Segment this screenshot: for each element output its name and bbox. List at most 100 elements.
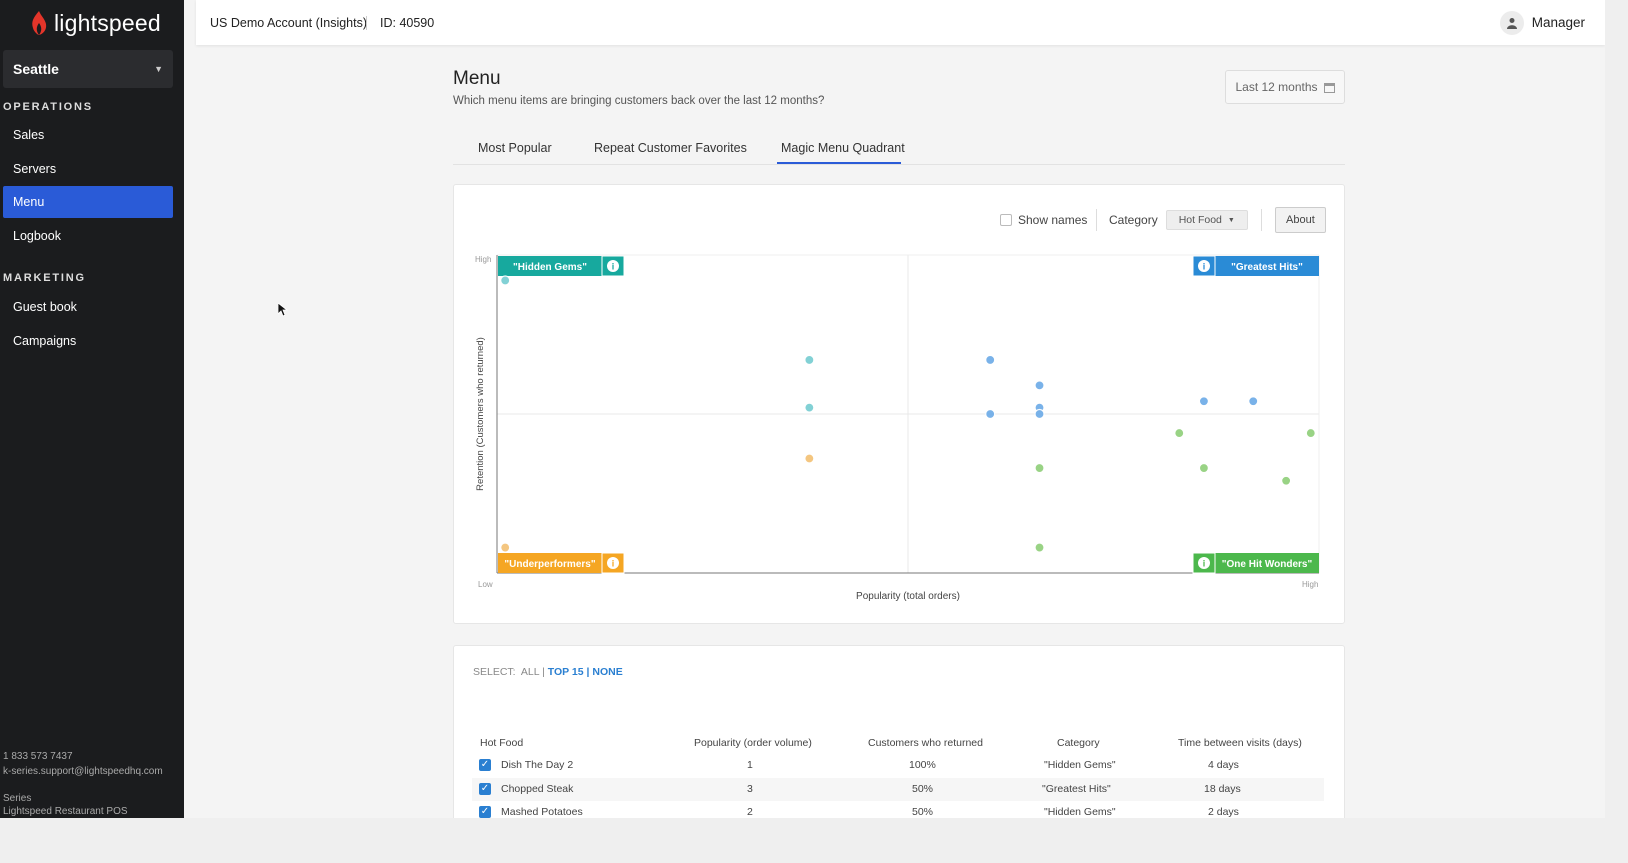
tab-magic-menu-quadrant[interactable]: Magic Menu Quadrant — [781, 141, 905, 155]
select-top-15[interactable]: TOP 15 — [547, 666, 584, 678]
row-checkbox[interactable]: ✓ — [479, 806, 491, 818]
category-filter: Category Hot Food ▼ — [1109, 208, 1248, 232]
quadrant-label-text: "Underperformers" — [504, 559, 595, 570]
calendar-icon — [1323, 82, 1335, 93]
section-operations: OPERATIONS — [3, 101, 93, 113]
show-names-label: Show names — [1018, 213, 1088, 227]
quadrant-chart: High Low High Popularity (total orders) Rete… — [475, 254, 1320, 602]
date-range-label: Last 12 months — [1235, 80, 1318, 94]
sidebar-item-label: Menu — [13, 195, 45, 209]
top-bar: US Demo Account (Insights) ID: 40590 Man… — [196, 0, 1605, 45]
column-header-popularity[interactable]: Popularity (order volume) — [694, 737, 812, 749]
data-point — [500, 275, 511, 286]
cell-category: "Greatest Hits" — [1042, 783, 1111, 795]
tab-bar: Most Popular Repeat Customer Favorites M… — [453, 132, 1345, 165]
cell-popularity: 1 — [747, 759, 753, 771]
data-point — [804, 402, 815, 413]
category-label: Category — [1109, 213, 1158, 227]
active-tab-indicator — [777, 162, 901, 164]
quadrant-label-top-right — [1193, 256, 1319, 276]
table-row: ✓ Dish The Day 2 1 100% "Hidden Gems" 4 … — [472, 754, 1324, 777]
user-name: Manager — [1531, 15, 1585, 30]
data-point — [1034, 408, 1045, 420]
account-id: ID: 40590 — [380, 15, 435, 30]
data-point — [985, 354, 996, 366]
sidebar-item-label: Campaigns — [13, 334, 77, 348]
select-controls: SELECT: ALL | TOP 15 | NONE — [473, 666, 623, 678]
row-checkbox[interactable]: ✓ — [479, 759, 491, 771]
quadrant-label-bottom-left — [498, 553, 624, 573]
info-icon-glyph: i — [612, 262, 615, 272]
info-icon — [607, 557, 619, 569]
data-point — [804, 453, 815, 464]
data-point — [1034, 462, 1045, 474]
location-name: Seattle — [13, 61, 59, 77]
info-icon-glyph: i — [1203, 262, 1206, 272]
sidebar-item-label: Sales — [13, 128, 45, 142]
data-point — [1305, 427, 1316, 439]
cell-item: Chopped Steak — [501, 783, 574, 795]
tab-most-popular[interactable]: Most Popular — [478, 141, 552, 155]
control-divider-2 — [1261, 208, 1262, 232]
x-axis-high-label: High — [1302, 580, 1318, 589]
category-value: Hot Food — [1178, 214, 1222, 226]
y-axis-title: Retention (Customers who returned) — [475, 337, 486, 491]
brand-logo[interactable]: lightspeed — [30, 8, 161, 38]
app-frame: lightspeed Seattle ▼ OPERATIONS Sales Se… — [0, 0, 1605, 818]
about-button[interactable]: About — [1275, 207, 1326, 233]
sidebar: lightspeed Seattle ▼ OPERATIONS Sales Se… — [0, 0, 184, 818]
category-dropdown[interactable]: Hot Food ▼ — [1165, 210, 1248, 230]
select-all[interactable]: ALL — [520, 666, 540, 678]
sidebar-item-logbook[interactable]: Logbook — [3, 220, 173, 252]
data-point — [1174, 427, 1185, 439]
cell-time: 18 days — [1204, 783, 1241, 795]
sidebar-item-label: Guest book — [13, 300, 77, 314]
cell-category: "Hidden Gems" — [1044, 759, 1116, 771]
show-names-toggle[interactable]: Show names — [1000, 208, 1087, 232]
caret-down-icon: ▼ — [154, 64, 163, 74]
cell-returned: 50% — [912, 783, 934, 795]
product-series: Series — [3, 793, 32, 804]
row-checkbox[interactable]: ✓ — [479, 783, 491, 795]
account-name[interactable]: US Demo Account (Insights) — [210, 15, 368, 30]
sidebar-item-campaigns[interactable]: Campaigns — [3, 325, 173, 357]
divider — [1261, 209, 1262, 231]
show-names-checkbox[interactable] — [1000, 214, 1012, 226]
sidebar-item-sales[interactable]: Sales — [3, 119, 173, 151]
data-point — [1248, 396, 1259, 407]
user-menu[interactable]: Manager — [1499, 10, 1585, 35]
sidebar-item-servers[interactable]: Servers — [3, 153, 173, 185]
data-point — [1034, 542, 1045, 553]
brand-name: lightspeed — [54, 9, 161, 36]
column-header-category[interactable]: Category — [1057, 737, 1100, 749]
cell-item: Mashed Potatoes — [501, 806, 583, 818]
data-point — [500, 542, 511, 553]
select-none[interactable]: NONE — [592, 666, 623, 678]
info-icon — [1198, 557, 1210, 569]
caret-down-icon: ▼ — [1227, 216, 1235, 224]
mouse-cursor-icon — [278, 303, 288, 317]
support-email[interactable]: k-series.support@lightspeedhq.com — [3, 766, 163, 777]
table-row: ✓ Chopped Steak 3 50% "Greatest Hits" 18… — [472, 778, 1324, 801]
sidebar-item-guest-book[interactable]: Guest book — [3, 291, 173, 323]
section-marketing: MARKETING — [3, 272, 86, 284]
support-phone[interactable]: 1 833 573 7437 — [3, 751, 73, 762]
cell-popularity: 3 — [747, 783, 753, 795]
sidebar-item-label: Logbook — [13, 229, 61, 243]
select-separator: | — [542, 666, 545, 678]
x-axis-low-label: Low — [478, 580, 493, 589]
quadrant-label-bottom-right — [1193, 553, 1319, 573]
column-header-time[interactable]: Time between visits (days) — [1178, 737, 1302, 749]
tab-repeat-customer-favorites[interactable]: Repeat Customer Favorites — [594, 141, 747, 155]
cell-time: 4 days — [1208, 759, 1239, 771]
info-icon — [607, 260, 619, 272]
sidebar-item-menu[interactable]: Menu — [3, 186, 173, 218]
flame-icon — [32, 11, 47, 35]
data-point — [985, 408, 996, 420]
column-header-returned[interactable]: Customers who returned — [868, 737, 983, 749]
date-range-button[interactable]: Last 12 months — [1225, 70, 1345, 104]
data-point — [1198, 396, 1210, 407]
control-divider — [1096, 208, 1097, 232]
column-header-item[interactable]: Hot Food — [480, 737, 524, 749]
location-selector[interactable]: Seattle ▼ — [3, 50, 173, 88]
